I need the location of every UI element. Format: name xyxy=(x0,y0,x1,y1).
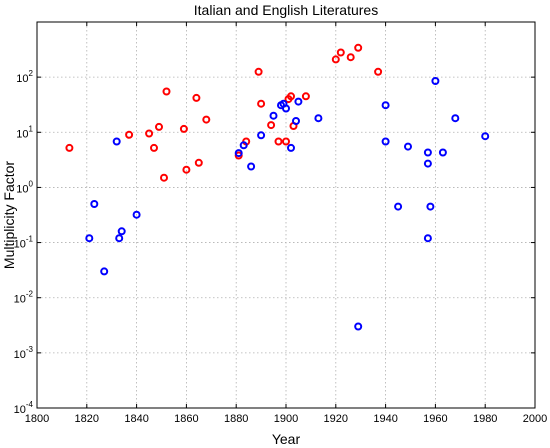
data-point xyxy=(423,148,432,157)
grid-lines xyxy=(37,22,535,408)
data-point xyxy=(234,149,243,158)
series-1 xyxy=(65,43,383,182)
data-point xyxy=(331,55,340,64)
y-tick-label: 10-1 xyxy=(14,235,34,251)
data-point xyxy=(346,53,355,62)
data-point xyxy=(354,43,363,52)
y-tick-label: 101 xyxy=(16,124,33,140)
data-point xyxy=(257,99,266,108)
x-tick-labels: 1800 1820 1840 1860 1880 1900 1920 1940 1960 1980… xyxy=(25,413,547,425)
data-point xyxy=(155,122,163,131)
data-point xyxy=(282,137,290,146)
data-point xyxy=(179,124,188,133)
data-point xyxy=(294,97,303,106)
x-tick-label: 1860 xyxy=(174,413,198,425)
data-point xyxy=(132,210,141,219)
data-point xyxy=(162,87,171,96)
data-point xyxy=(85,234,94,243)
x-tick-label: 1820 xyxy=(75,413,99,425)
data-point xyxy=(247,162,256,171)
data-point xyxy=(115,234,124,243)
series-2 xyxy=(85,77,490,331)
data-point xyxy=(267,121,276,130)
x-tick-label: 1960 xyxy=(423,413,447,425)
data-point xyxy=(381,137,390,146)
data-point xyxy=(301,92,310,101)
data-point xyxy=(145,129,154,138)
x-tick-label: 1800 xyxy=(25,413,49,425)
x-tick-label: 1880 xyxy=(224,413,248,425)
data-point xyxy=(394,202,403,211)
x-tick-label: 1940 xyxy=(373,413,397,425)
data-point xyxy=(274,137,283,146)
y-tick-label: 10-4 xyxy=(14,400,34,416)
data-point xyxy=(182,165,191,174)
data-point xyxy=(65,143,74,152)
data-point xyxy=(314,114,323,123)
data-point xyxy=(438,148,447,157)
x-tick-label: 1920 xyxy=(324,413,348,425)
data-point xyxy=(423,234,432,243)
data-point xyxy=(282,104,290,113)
y-tick-label: 100 xyxy=(16,179,33,195)
data-point xyxy=(451,114,460,123)
data-point xyxy=(292,117,300,125)
data-point xyxy=(423,159,432,168)
data-point xyxy=(239,141,248,150)
data-point xyxy=(431,77,440,85)
data-point xyxy=(100,267,109,276)
data-point xyxy=(125,130,134,139)
data-point xyxy=(287,143,295,152)
axis-ticks xyxy=(36,22,536,409)
data-point xyxy=(257,131,266,140)
data-point xyxy=(192,93,201,102)
x-tick-label: 1980 xyxy=(473,413,497,425)
x-axis-label: Year xyxy=(272,431,301,447)
data-point xyxy=(287,92,295,101)
data-point xyxy=(481,132,490,141)
data-point xyxy=(202,115,211,124)
data-point xyxy=(336,48,345,57)
data-point xyxy=(354,322,363,331)
data-point xyxy=(150,143,158,152)
data-points xyxy=(65,43,490,331)
data-point xyxy=(254,67,263,76)
data-point xyxy=(117,227,126,236)
chart-title: Italian and English Literatures xyxy=(194,2,378,18)
data-point xyxy=(160,173,168,182)
x-tick-label: 2000 xyxy=(523,413,547,425)
x-tick-label: 1840 xyxy=(124,413,148,425)
data-point xyxy=(194,158,203,167)
x-tick-label: 1900 xyxy=(274,413,298,425)
data-point xyxy=(374,67,383,76)
y-tick-label: 102 xyxy=(16,69,33,85)
data-point xyxy=(112,137,121,146)
data-point xyxy=(381,101,390,110)
y-tick-label: 10-3 xyxy=(14,345,34,361)
data-point xyxy=(404,142,412,151)
data-point xyxy=(269,111,278,120)
y-tick-label: 10-2 xyxy=(14,290,34,306)
y-axis-label: Multiplicity Factor xyxy=(1,161,17,269)
data-point xyxy=(426,202,435,211)
data-point xyxy=(90,200,99,208)
y-tick-labels: 10-4 10-3 10-2 10-1 100 101 102 xyxy=(14,69,34,416)
plot-frame xyxy=(36,21,536,409)
